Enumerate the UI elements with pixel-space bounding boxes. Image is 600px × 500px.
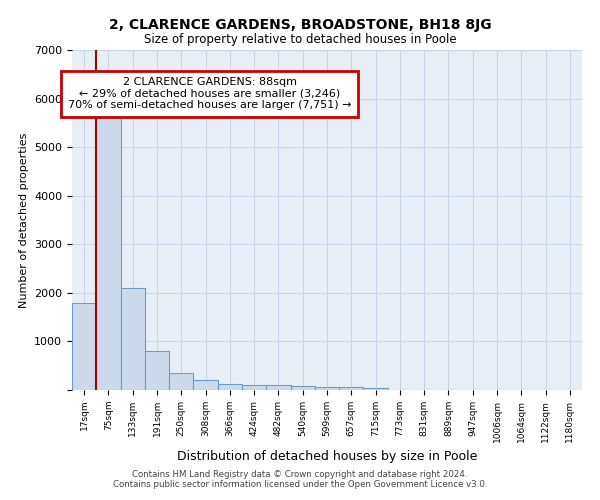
Bar [364,388,388,390]
Bar [72,302,96,390]
Bar [315,387,339,390]
Bar [121,288,145,390]
Bar [169,374,193,390]
Bar [339,388,364,390]
Bar [96,104,121,390]
Text: 2 CLARENCE GARDENS: 88sqm
← 29% of detached houses are smaller (3,246)
70% of se: 2 CLARENCE GARDENS: 88sqm ← 29% of detac… [68,77,352,110]
Y-axis label: Number of detached properties: Number of detached properties [19,132,29,308]
Bar [193,380,218,390]
Bar [290,386,315,390]
Text: 2, CLARENCE GARDENS, BROADSTONE, BH18 8JG: 2, CLARENCE GARDENS, BROADSTONE, BH18 8J… [109,18,491,32]
Text: Contains HM Land Registry data © Crown copyright and database right 2024.
Contai: Contains HM Land Registry data © Crown c… [113,470,487,489]
X-axis label: Distribution of detached houses by size in Poole: Distribution of detached houses by size … [177,450,477,463]
Bar [242,384,266,390]
Bar [145,351,169,390]
Text: Size of property relative to detached houses in Poole: Size of property relative to detached ho… [143,32,457,46]
Bar [218,384,242,390]
Bar [266,385,290,390]
